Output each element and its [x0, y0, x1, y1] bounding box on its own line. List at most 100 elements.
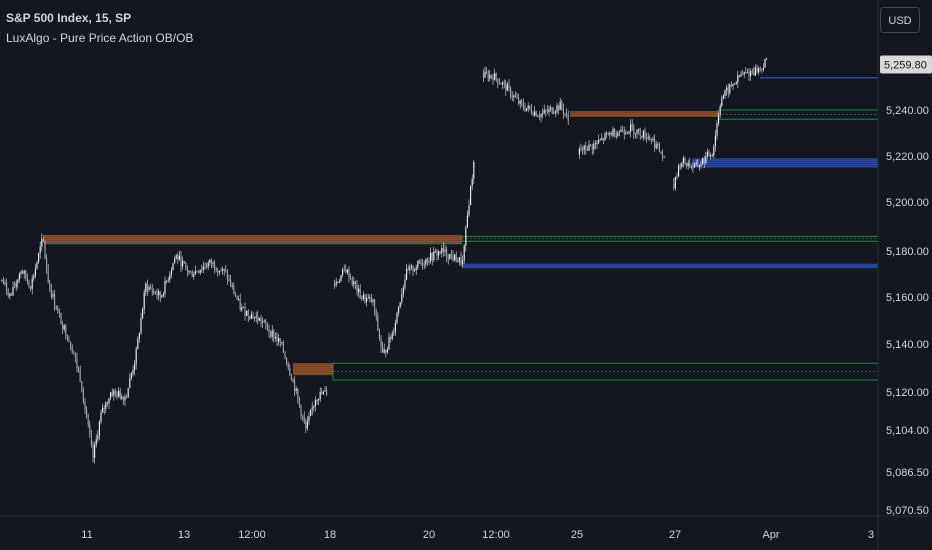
- candle-body: [186, 266, 188, 272]
- candle-body: [17, 279, 19, 283]
- candle-body: [319, 392, 321, 400]
- candle-body: [166, 280, 168, 282]
- currency-button[interactable]: USD: [880, 7, 920, 33]
- candle-body: [454, 254, 456, 261]
- price-tick-label: 5,200.00: [886, 197, 929, 209]
- candle-body: [745, 72, 747, 74]
- candle-body: [234, 293, 236, 297]
- candle-body: [684, 158, 686, 164]
- candle-body: [535, 111, 537, 117]
- candle-body: [14, 286, 16, 288]
- candle-body: [516, 97, 518, 99]
- candle-body: [431, 252, 433, 260]
- candle-body: [23, 270, 25, 274]
- candle-body: [702, 158, 704, 164]
- candle-body: [292, 379, 294, 381]
- candle-body: [121, 396, 123, 399]
- candle-body: [644, 130, 646, 139]
- candle-body: [89, 424, 91, 436]
- time-tick-label: 18: [324, 529, 336, 541]
- candle-body: [342, 269, 344, 276]
- candle-body: [287, 364, 289, 369]
- candle-body: [81, 381, 83, 391]
- candle-body: [422, 262, 424, 265]
- candle-body: [518, 98, 520, 104]
- candle-body: [678, 165, 680, 177]
- candle-body: [686, 163, 688, 167]
- candle-body: [594, 143, 596, 145]
- price-tick-label: 5,086.50: [886, 467, 929, 479]
- price-tick-label: 5,104.00: [886, 425, 929, 437]
- candle-body: [729, 84, 731, 94]
- candle-body: [84, 401, 86, 409]
- candle-body: [294, 379, 296, 392]
- candle-body: [182, 260, 184, 267]
- candle-body: [38, 253, 40, 263]
- candle-body: [436, 251, 438, 256]
- candle-body: [396, 312, 398, 323]
- candle-body: [66, 336, 68, 341]
- candle-body: [583, 145, 585, 151]
- candle-body: [116, 392, 118, 398]
- candle-body: [6, 282, 8, 292]
- candle-body: [548, 108, 550, 112]
- candle-body: [34, 268, 36, 276]
- candle-body: [164, 281, 166, 294]
- candle-body: [255, 315, 257, 317]
- candle-body: [722, 95, 724, 99]
- candle-body: [546, 110, 548, 112]
- candle-body: [378, 329, 380, 338]
- candle-body: [209, 259, 211, 263]
- candle-body: [713, 146, 715, 156]
- candle-body: [465, 227, 467, 246]
- bearish-order-block: [570, 111, 718, 117]
- candle-body: [215, 269, 217, 271]
- candle-body: [703, 158, 705, 164]
- candle-body: [430, 252, 432, 262]
- candle-body: [585, 145, 587, 150]
- candle-body: [526, 108, 528, 111]
- candle-body: [218, 270, 220, 273]
- time-tick-label: 11: [81, 529, 92, 541]
- candle-body: [201, 269, 203, 271]
- candle-body: [486, 71, 488, 74]
- candle-body: [260, 317, 262, 323]
- candle-body: [132, 369, 134, 374]
- candle-body: [551, 107, 553, 114]
- candle-body: [628, 131, 630, 134]
- candle-body: [239, 299, 241, 310]
- candle-body: [449, 254, 451, 260]
- candle-body: [590, 144, 592, 146]
- candle-body: [271, 330, 273, 337]
- candle-body: [428, 261, 430, 263]
- price-tick-label: 5,180.00: [886, 246, 929, 258]
- candle-body: [180, 255, 182, 267]
- candle-body: [598, 140, 600, 144]
- candle-body: [62, 324, 64, 330]
- indicator-title[interactable]: LuxAlgo - Pure Price Action OB/OB: [6, 31, 194, 45]
- symbol-title[interactable]: S&P 500 Index, 15, SP: [6, 11, 132, 25]
- candle-body: [409, 267, 411, 271]
- candle-body: [532, 113, 534, 116]
- candle-body: [484, 71, 486, 78]
- candle-body: [561, 101, 563, 108]
- candle-body: [73, 353, 75, 356]
- candle-body: [511, 96, 513, 98]
- time-tick-label: 27: [669, 529, 681, 541]
- candle-body: [194, 271, 196, 275]
- candle-body: [545, 110, 547, 111]
- candle-body: [340, 275, 342, 281]
- candle-body: [111, 392, 113, 396]
- candle-body: [306, 420, 308, 429]
- candle-body: [233, 285, 235, 294]
- candle-body: [90, 435, 92, 446]
- candle-body: [92, 445, 94, 458]
- candle-body: [534, 111, 536, 116]
- candle-body: [178, 255, 180, 260]
- candle-body: [609, 133, 611, 135]
- candle-body: [617, 132, 619, 137]
- candle-body: [354, 281, 356, 286]
- candle-body: [580, 148, 582, 151]
- candle-body: [766, 58, 768, 60]
